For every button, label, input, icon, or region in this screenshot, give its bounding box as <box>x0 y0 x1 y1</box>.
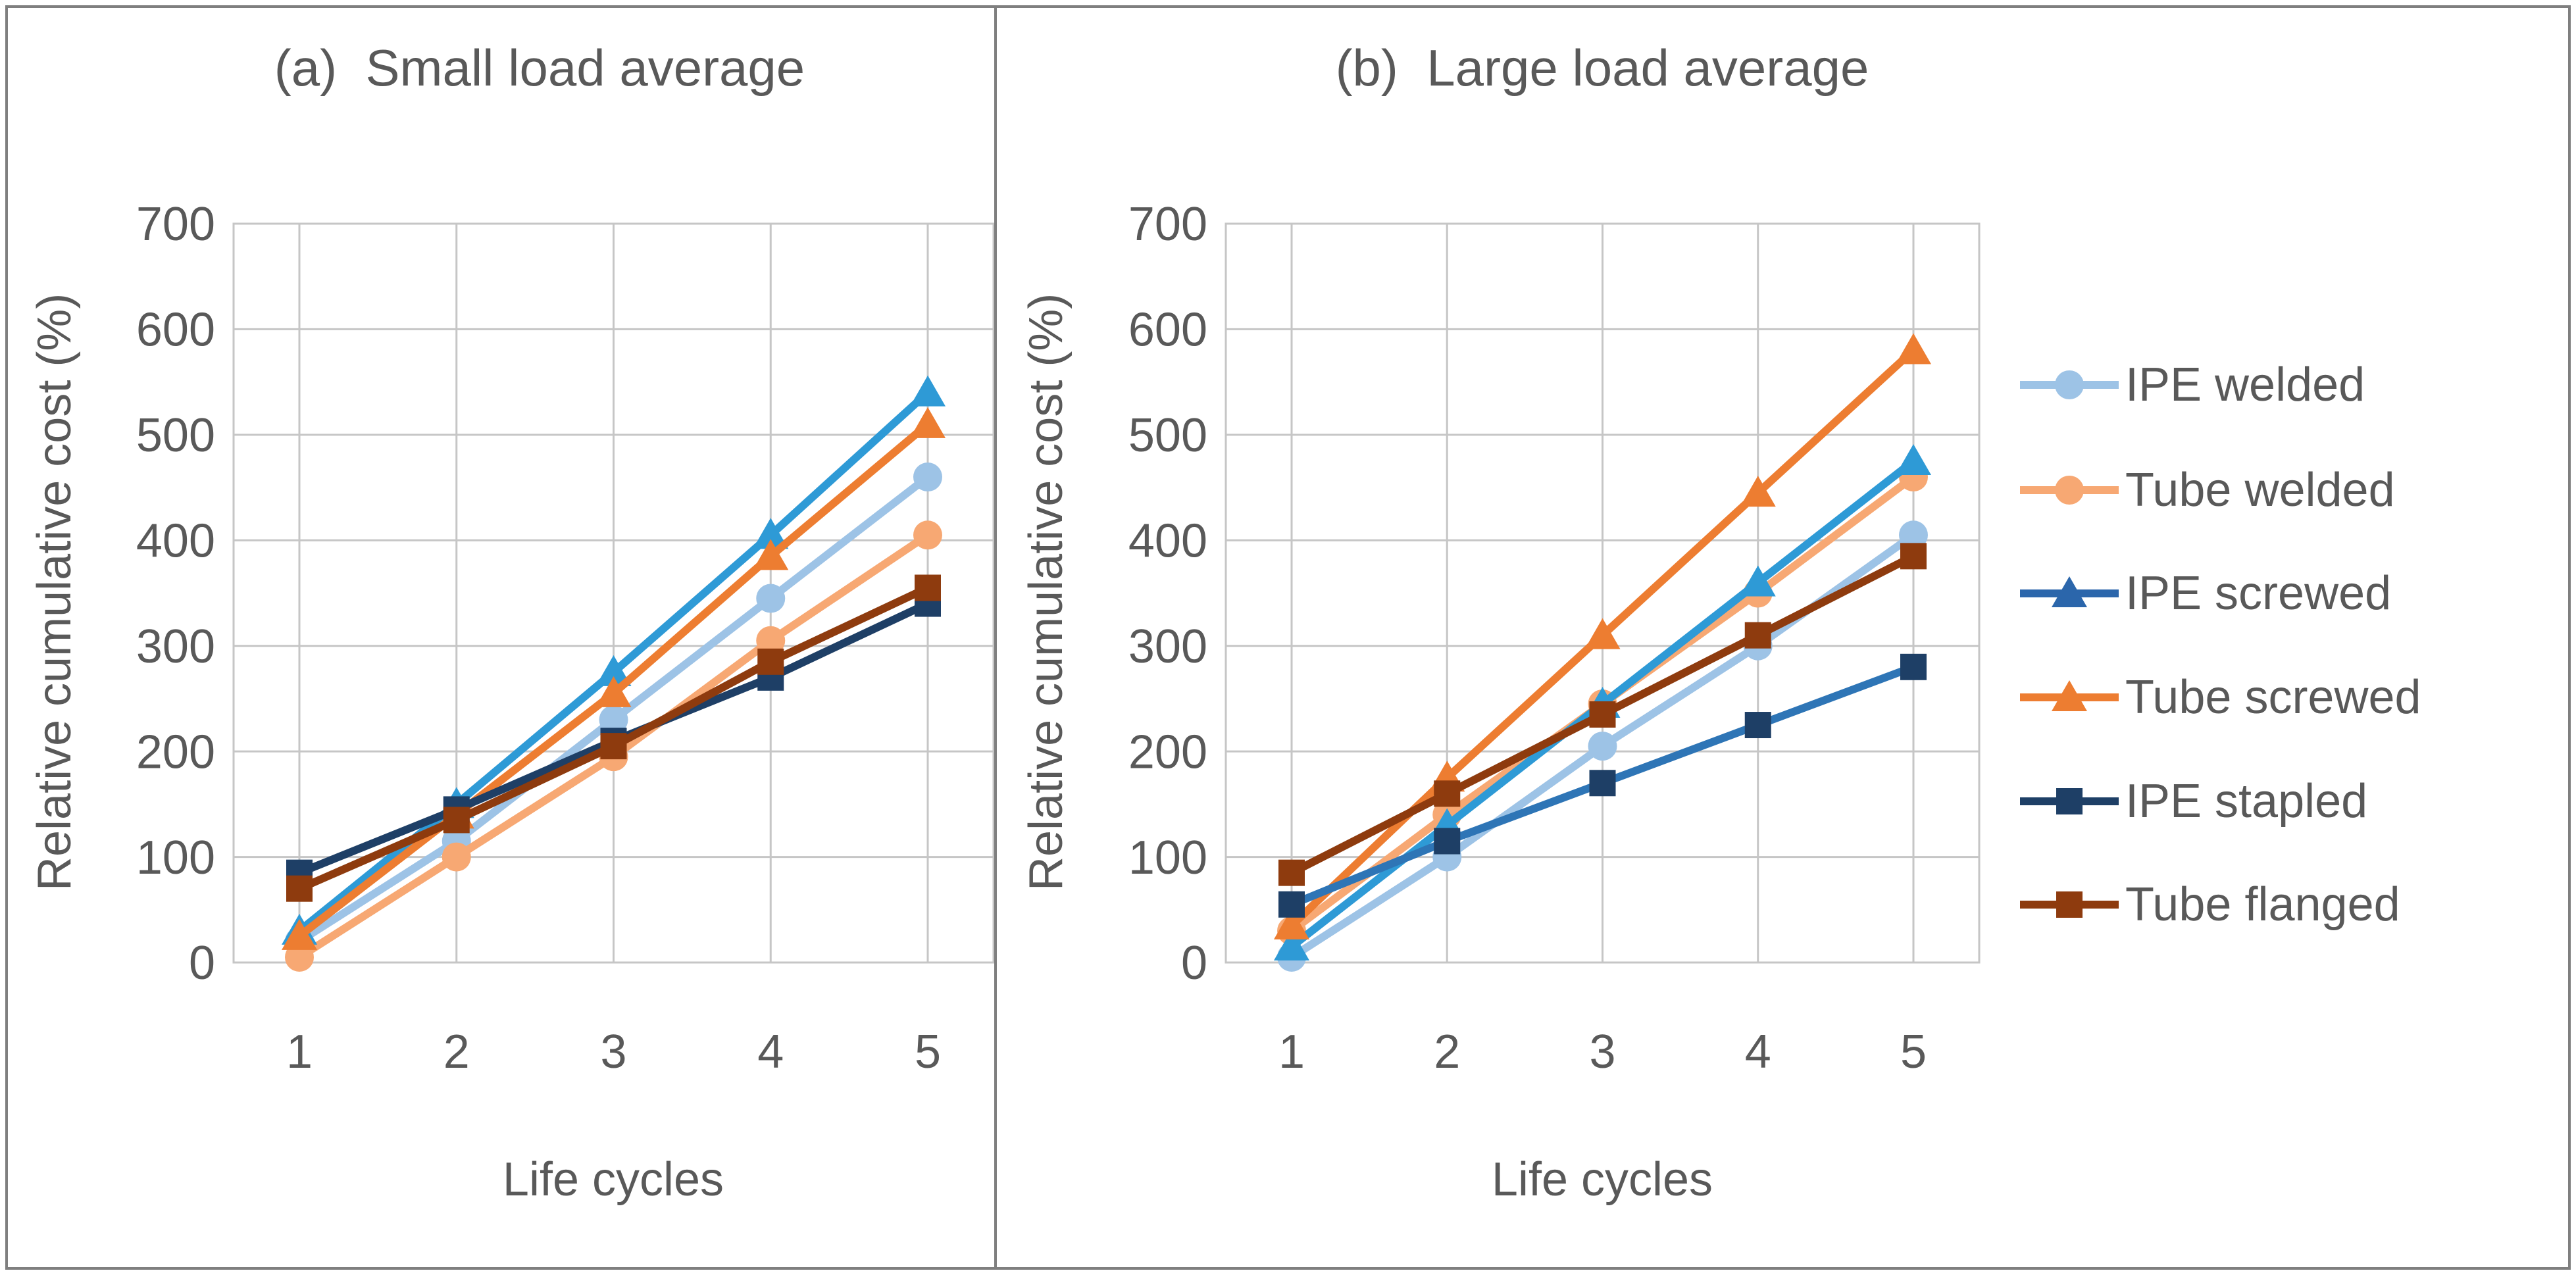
panel-a-data-point-tube-flanged <box>286 875 313 902</box>
panel-b-data-point-tube-screwed <box>1740 476 1776 507</box>
legend-swatch-ipe-stapled <box>2020 778 2119 825</box>
panel-a-data-point-tube-flanged <box>757 648 784 675</box>
panel-b-x-axis-title: Life cycles <box>1491 1153 1713 1206</box>
panel-b-data-point-ipe-stapled <box>1278 891 1305 918</box>
panel-a-title: (a) Small load average <box>274 39 805 97</box>
legend-item-label: IPE stapled <box>2125 775 2368 828</box>
panel-b-data-point-tube-flanged <box>1744 622 1771 649</box>
panel-a-data-point-ipe-welded <box>599 705 628 735</box>
legend-item-label: Tube welded <box>2125 464 2395 516</box>
panel-b-data-point-ipe-welded <box>1899 520 1928 550</box>
panel-b-y-tick-label: 500 <box>1128 409 1207 462</box>
panel-b-y-tick-label: 0 <box>1181 937 1207 989</box>
panel-b-data-point-tube-flanged <box>1900 543 1927 570</box>
legend-item-label: IPE welded <box>2125 359 2365 411</box>
legend-swatch-tube-screwed <box>2020 674 2119 721</box>
figure-border <box>5 5 2571 1270</box>
panel-a-y-tick-label: 400 <box>136 514 215 567</box>
panel-b-data-point-ipe-welded <box>1588 732 1617 761</box>
legend-swatch-tube-welded <box>2020 466 2119 514</box>
legend-swatch-ipe-screwed <box>2020 570 2119 617</box>
panel-a-data-point-tube-flanged <box>915 574 941 601</box>
panel-a-data-point-tube-screwed <box>595 676 632 707</box>
panel-a-data-point-ipe-welded <box>756 584 786 613</box>
panel-b-y-tick-label: 400 <box>1128 514 1207 567</box>
panel-a-y-axis-title: Relative cumulative cost (%) <box>28 293 81 891</box>
legend-marker-icon <box>2020 680 2119 711</box>
panel-b-data-point-ipe-stapled <box>1589 770 1616 797</box>
panel-a-x-tick-label: 1 <box>286 1026 313 1078</box>
legend-marker-icon <box>2020 476 2119 505</box>
panel-a-y-tick-label: 200 <box>136 726 215 778</box>
panel-a-data-point-tube-welded <box>913 520 942 550</box>
panel-b-data-point-tube-flanged <box>1434 780 1461 807</box>
panel-a-y-tick-label: 300 <box>136 620 215 673</box>
panel-a-y-tick-label: 600 <box>136 304 215 357</box>
panel-a-y-tick-label: 0 <box>189 937 215 989</box>
panel-a-x-tick-label: 4 <box>757 1026 784 1078</box>
panel-b-data-point-ipe-stapled <box>1434 828 1461 855</box>
panel-a-y-tick-label: 100 <box>136 832 215 884</box>
legend-item-label: IPE screwed <box>2125 567 2392 620</box>
panel-b-data-point-ipe-stapled <box>1900 653 1927 680</box>
panel-a-x-tick-label: 3 <box>600 1026 626 1078</box>
legend-marker-icon <box>2020 370 2119 399</box>
panel-a-data-point-tube-welded <box>285 942 314 972</box>
panel-b-data-point-ipe-screwed <box>1896 443 1931 475</box>
panel-b-data-point-tube-flanged <box>1589 701 1616 728</box>
panel-a-data-point-tube-flanged <box>443 807 470 834</box>
panel-b-y-axis-title: Relative cumulative cost (%) <box>1020 293 1073 891</box>
legend-item-ipe-welded: IPE welded <box>2020 349 2365 421</box>
legend-item-label: Tube screwed <box>2125 671 2421 724</box>
panel-b-x-tick-label: 5 <box>1900 1026 1927 1078</box>
legend-item-tube-screwed: Tube screwed <box>2020 661 2421 734</box>
panel-b-data-point-ipe-screwed <box>1274 929 1309 961</box>
panel-a-data-point-ipe-screwed <box>595 655 632 686</box>
legend-swatch-ipe-welded <box>2020 361 2119 409</box>
panel-a-x-tick-label: 2 <box>443 1026 470 1078</box>
panel-b-data-point-ipe-stapled <box>1744 712 1771 739</box>
panel-b-data-point-tube-screwed <box>1896 333 1931 364</box>
panel-a-y-tick-label: 700 <box>136 198 215 251</box>
panel-b-data-point-tube-flanged <box>1278 859 1305 886</box>
panel-b-y-tick-label: 600 <box>1128 304 1207 357</box>
legend-item-label: Tube flanged <box>2125 878 2400 931</box>
panel-b-title: (b) Large load average <box>1335 39 1869 97</box>
panel-b-x-tick-label: 3 <box>1589 1026 1615 1078</box>
panel-b-y-tick-label: 100 <box>1128 832 1207 884</box>
legend-marker-icon <box>2020 788 2119 814</box>
legend-swatch-tube-flanged <box>2020 881 2119 928</box>
panel-a-x-axis-title: Life cycles <box>502 1153 724 1206</box>
panel-a-data-point-ipe-screwed <box>910 375 946 407</box>
panel-b-data-point-tube-screwed <box>1274 908 1309 939</box>
panel-b-data-point-ipe-screwed <box>1740 565 1776 597</box>
legend-item-ipe-screwed: IPE screwed <box>2020 557 2391 630</box>
panel-divider <box>994 5 997 1270</box>
panel-a-data-point-ipe-screwed <box>753 518 789 549</box>
legend-item-tube-welded: Tube welded <box>2020 454 2395 526</box>
panel-b-y-tick-label: 300 <box>1128 620 1207 673</box>
panel-a-data-point-tube-welded <box>756 626 786 655</box>
panel-b-y-tick-label: 700 <box>1128 198 1207 251</box>
panel-b-x-tick-label: 4 <box>1745 1026 1771 1078</box>
panel-a-data-point-tube-screwed <box>910 407 946 438</box>
panel-a-data-point-tube-screwed <box>753 539 789 570</box>
panel-a-data-point-tube-flanged <box>600 733 627 760</box>
panel-b-data-point-tube-screwed <box>1584 618 1621 649</box>
legend-marker-icon <box>2020 891 2119 918</box>
legend-marker-icon <box>2020 576 2119 607</box>
legend-item-ipe-stapled: IPE stapled <box>2020 765 2367 838</box>
panel-b-x-tick-label: 1 <box>1278 1026 1305 1078</box>
panel-a-data-point-ipe-welded <box>913 463 942 492</box>
panel-a-data-point-tube-screwed <box>282 918 317 950</box>
panel-a-x-tick-label: 5 <box>915 1026 941 1078</box>
panel-b-y-tick-label: 200 <box>1128 726 1207 778</box>
panel-a-data-point-tube-welded <box>442 842 471 872</box>
legend-item-tube-flanged: Tube flanged <box>2020 868 2400 941</box>
panel-b-x-tick-label: 2 <box>1434 1026 1460 1078</box>
panel-a-y-tick-label: 500 <box>136 409 215 462</box>
